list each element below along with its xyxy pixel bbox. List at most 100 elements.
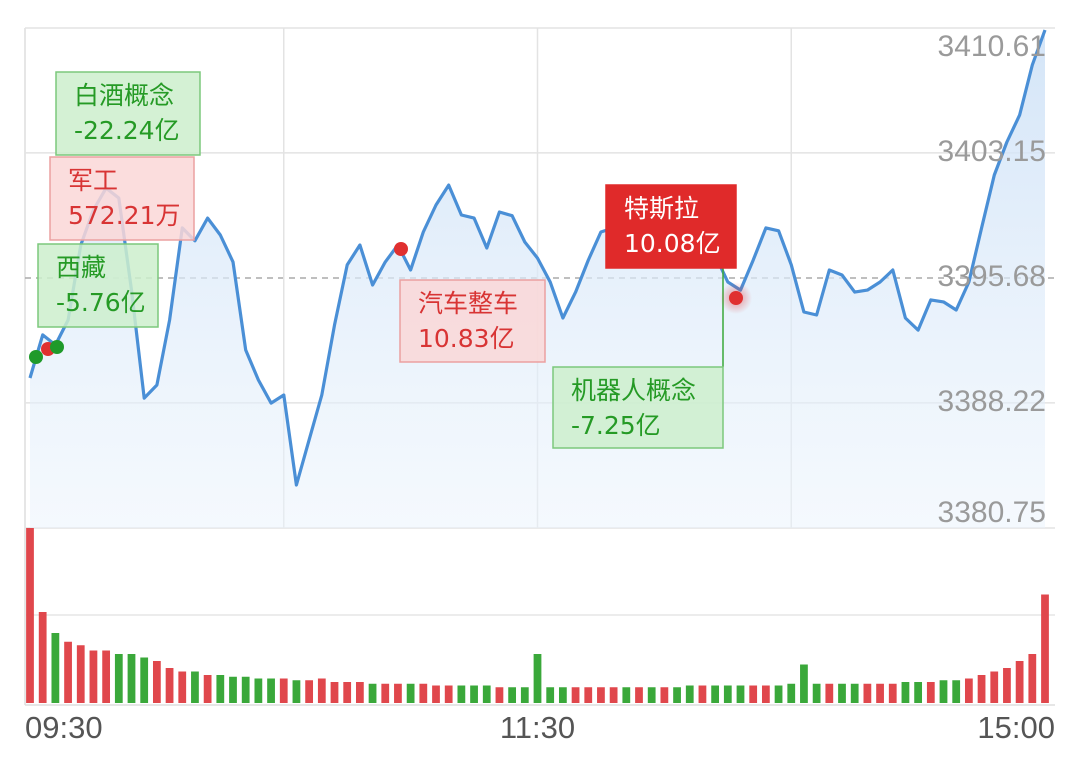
volume-bar — [26, 528, 34, 703]
volume-bar — [292, 680, 301, 703]
volume-bar — [305, 680, 314, 703]
marker-dot — [29, 350, 43, 364]
annotation-name: 白酒概念 — [74, 81, 174, 110]
volume-bar — [495, 687, 504, 703]
volume-bar — [508, 687, 517, 703]
volume-bar — [368, 683, 377, 703]
volume-bar — [203, 675, 212, 703]
volume-bar — [622, 687, 631, 703]
annotation-box — [37, 243, 159, 328]
annotation-amount: 572.21万 — [68, 201, 180, 230]
volume-bar — [952, 680, 961, 703]
marker-dot — [394, 242, 408, 256]
volume-bar — [635, 687, 643, 703]
volume-bar — [267, 678, 275, 703]
volume-bar — [394, 683, 402, 703]
annotation-name: 汽车整车 — [418, 289, 518, 318]
volume-bar — [647, 687, 656, 703]
y-tick-label: 3410.61 — [938, 30, 1046, 63]
volume-bar — [229, 676, 237, 703]
volume-bar — [812, 683, 821, 703]
volume-bar — [317, 678, 326, 703]
volume-bar — [685, 685, 694, 703]
volume-bar — [838, 683, 846, 703]
volume-bar — [723, 685, 732, 703]
volume-bar — [597, 687, 605, 703]
annotation-name: 特斯拉 — [624, 194, 699, 223]
volume-bar — [64, 641, 72, 703]
volume-bar — [850, 683, 859, 703]
volume-bar — [673, 687, 681, 703]
volume-bar — [89, 650, 98, 703]
y-tick-label: 3380.75 — [938, 496, 1046, 529]
volume-bar — [76, 645, 85, 703]
volume-bar — [977, 675, 986, 703]
x-tick-label: 15:00 — [977, 710, 1055, 745]
volume-bar — [584, 687, 593, 703]
volume-bar — [279, 678, 288, 703]
annotation-name: 西藏 — [56, 253, 106, 282]
volume-bar — [711, 685, 720, 703]
x-tick-label: 11:30 — [500, 710, 575, 745]
volume-bar — [825, 683, 834, 703]
volume-bar — [939, 680, 948, 703]
volume-bar — [901, 682, 910, 703]
y-tick-label: 3403.15 — [938, 135, 1046, 168]
volume-bar — [698, 685, 707, 703]
volume-bar — [1015, 661, 1024, 703]
annotation-amount: -22.24亿 — [74, 116, 180, 145]
volume-bar — [926, 682, 935, 703]
volume-bar — [533, 654, 542, 703]
volume-bar — [381, 683, 390, 703]
volume-bar — [800, 664, 808, 703]
volume-bar — [254, 678, 263, 703]
volume-bar — [761, 685, 770, 703]
volume-bar — [749, 685, 758, 703]
volume-bar — [444, 685, 453, 703]
volume-bar — [1041, 594, 1049, 703]
volume-bar — [140, 657, 149, 703]
annotation-amount: -5.76亿 — [56, 288, 146, 317]
volume-bar — [787, 683, 796, 703]
volume-bar — [51, 633, 60, 703]
annotation-box — [605, 184, 737, 269]
annotation-box — [399, 279, 546, 363]
volume-bar — [102, 650, 111, 703]
annotation-name: 机器人概念 — [571, 376, 696, 405]
marker-dot — [729, 291, 743, 305]
annotation-name: 军工 — [68, 166, 118, 195]
volume-bar — [38, 612, 47, 703]
volume-bar — [863, 683, 872, 703]
volume-bar — [355, 682, 364, 703]
volume-bar — [964, 678, 973, 703]
volume-bar — [178, 671, 187, 703]
y-tick-label: 3395.68 — [938, 260, 1046, 293]
volume-bar — [1028, 654, 1037, 703]
volume-bar — [191, 671, 199, 703]
volume-bar — [457, 685, 466, 703]
volume-bar — [343, 682, 352, 703]
annotation-amount: 10.83亿 — [418, 324, 515, 353]
volume-bar — [114, 654, 123, 703]
volume-bar — [241, 676, 250, 703]
volume-bar — [571, 687, 580, 703]
volume-bar — [990, 671, 999, 703]
volume-bar — [888, 683, 897, 703]
volume-bar — [470, 685, 478, 703]
annotation-box — [49, 156, 195, 241]
volume-bar — [330, 682, 339, 703]
volume-bar — [216, 675, 225, 703]
plot — [28, 29, 1047, 528]
volume-bar — [1003, 668, 1011, 703]
volume-bar — [774, 685, 783, 703]
volume-bar — [482, 685, 491, 703]
volume-bar — [432, 685, 440, 703]
volume-bar — [520, 687, 529, 703]
volume-bar — [876, 683, 884, 703]
annotation-amount: -7.25亿 — [571, 411, 661, 440]
volume-bar — [419, 683, 428, 703]
x-tick-label: 09:30 — [25, 710, 103, 745]
y-tick-label: 3388.22 — [938, 385, 1046, 418]
